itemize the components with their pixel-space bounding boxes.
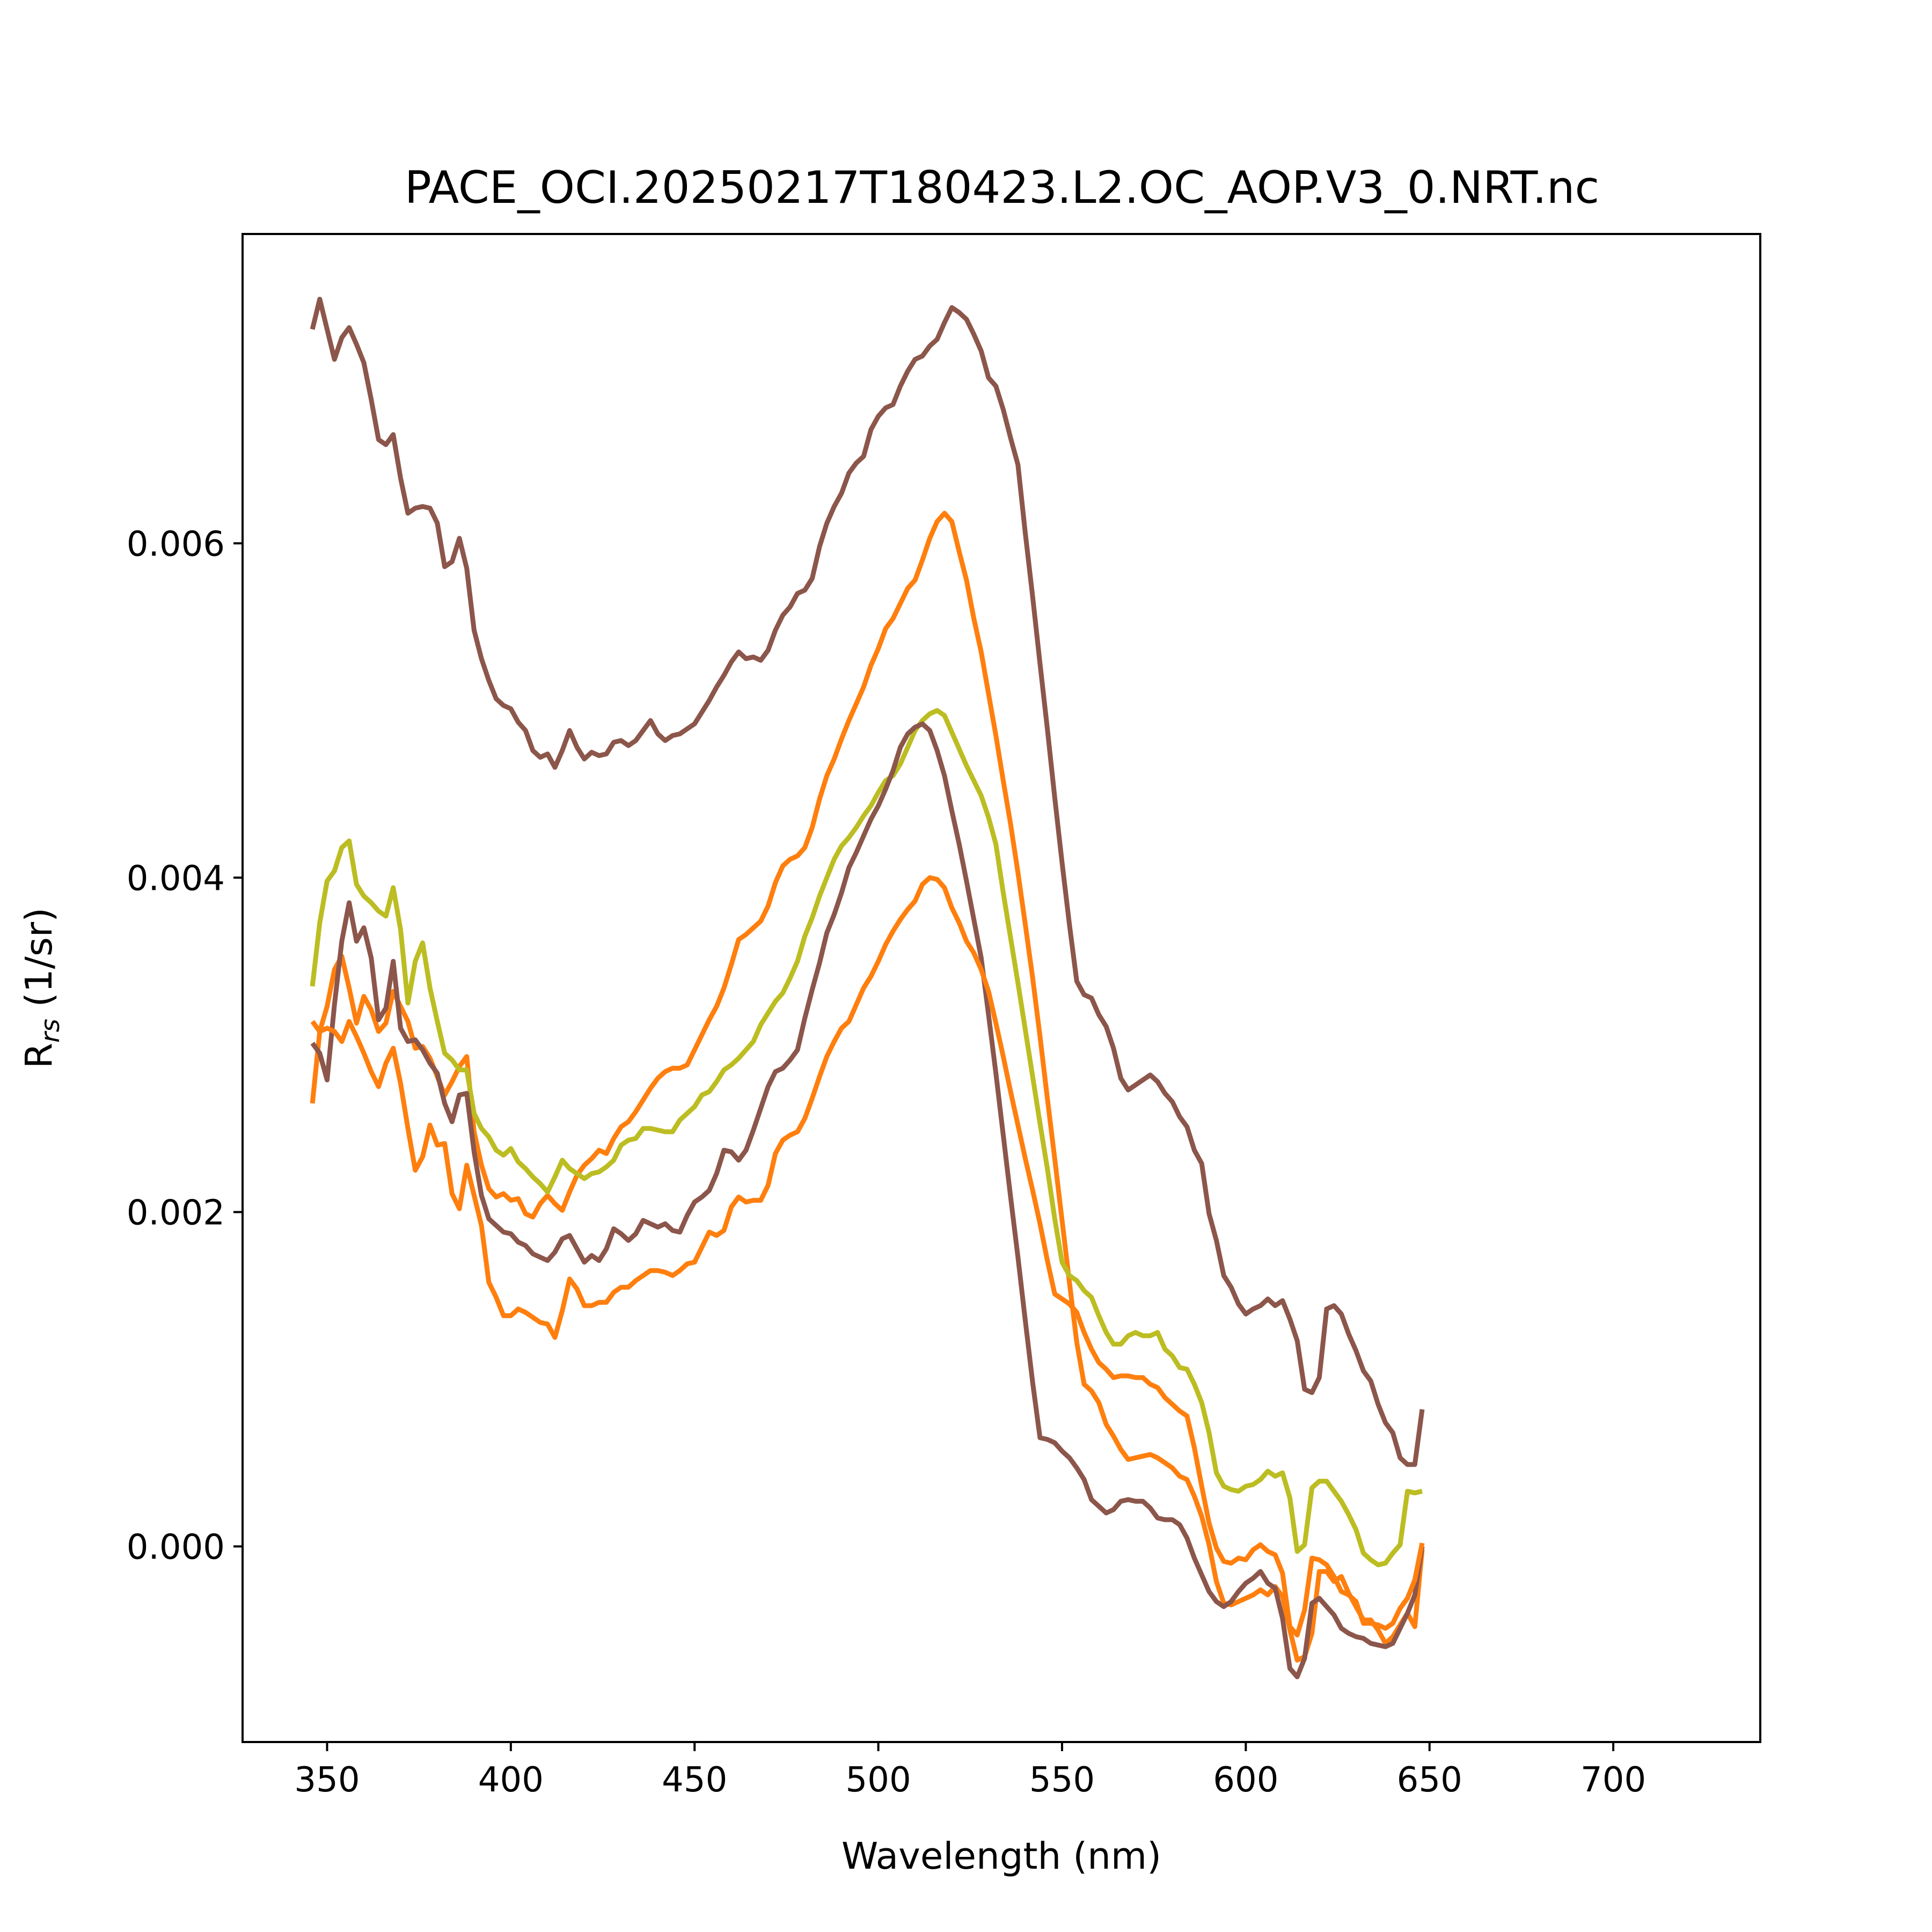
chart-title: PACE_OCI.20250217T180423.L2.OC_AOP.V3_0.… [405, 162, 1599, 214]
y-axis-label-sub: rs [35, 1019, 65, 1043]
x-axis-label: Wavelength (nm) [841, 1835, 1161, 1878]
y-axis: 0.000 0.002 0.004 0.006 [127, 524, 243, 1568]
x-tick-label: 650 [1397, 1760, 1462, 1800]
series-line-4 [310, 721, 1425, 1679]
series-line-2 [310, 510, 1425, 1663]
x-tick-label: 350 [294, 1760, 360, 1800]
x-tick-label: 500 [846, 1760, 911, 1800]
series-group [310, 297, 1425, 1679]
x-tick-label: 550 [1029, 1760, 1095, 1800]
y-tick-label: 0.004 [127, 859, 225, 898]
y-tick-label: 0.002 [127, 1193, 225, 1233]
y-axis-label-main: R [18, 1043, 61, 1069]
x-tick-label: 400 [478, 1760, 544, 1800]
series-line-3 [310, 708, 1423, 1568]
y-axis-label: Rrs (1/sr) [18, 908, 65, 1069]
y-tick-label: 0.000 [127, 1528, 225, 1568]
series-line-5 [310, 875, 1425, 1638]
plot-frame [241, 233, 1761, 1743]
x-tick-label: 700 [1580, 1760, 1646, 1800]
y-axis-label-unit: (1/sr) [18, 908, 61, 1019]
series-line-1 [310, 297, 1425, 1467]
y-tick-label: 0.006 [127, 524, 225, 564]
x-tick-label: 450 [662, 1760, 727, 1800]
x-axis: 350 400 450 500 550 600 650 700 [294, 1742, 1646, 1800]
x-tick-label: 600 [1213, 1760, 1278, 1800]
